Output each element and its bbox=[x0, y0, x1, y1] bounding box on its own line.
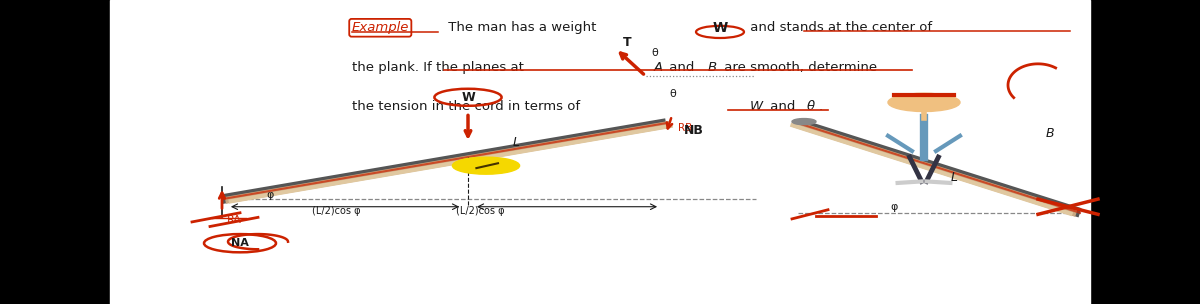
Text: .: . bbox=[818, 100, 822, 113]
Text: (L/2)cos φ: (L/2)cos φ bbox=[312, 206, 360, 216]
Text: W: W bbox=[461, 91, 475, 104]
Text: θ: θ bbox=[670, 89, 677, 99]
Text: B: B bbox=[708, 61, 718, 74]
Text: and: and bbox=[766, 100, 799, 113]
Text: the plank. If the planes at: the plank. If the planes at bbox=[352, 61, 528, 74]
Text: Example: Example bbox=[352, 21, 409, 34]
Text: NB: NB bbox=[684, 124, 704, 137]
Text: RB: RB bbox=[678, 123, 692, 133]
Text: NA: NA bbox=[232, 238, 248, 248]
Text: RA: RA bbox=[227, 216, 241, 225]
Text: The man has a weight: The man has a weight bbox=[444, 21, 596, 34]
Text: φ: φ bbox=[266, 190, 274, 199]
Text: W: W bbox=[713, 21, 727, 35]
Text: L: L bbox=[950, 171, 958, 184]
Text: and: and bbox=[665, 61, 698, 74]
Text: and stands at the center of: and stands at the center of bbox=[746, 21, 932, 34]
Text: θ: θ bbox=[652, 48, 659, 58]
Text: the tension in the cord in terms of: the tension in the cord in terms of bbox=[352, 100, 584, 113]
Text: W: W bbox=[750, 100, 763, 113]
Circle shape bbox=[452, 157, 520, 174]
Circle shape bbox=[792, 119, 816, 125]
Bar bbox=[1090, 0, 1200, 304]
Text: θ: θ bbox=[806, 100, 815, 113]
Text: are smooth, determine: are smooth, determine bbox=[720, 61, 877, 74]
Bar bbox=[110, 0, 1090, 304]
Text: A: A bbox=[654, 61, 664, 74]
Text: L: L bbox=[512, 136, 520, 149]
Circle shape bbox=[888, 93, 960, 112]
Bar bbox=[0, 0, 110, 304]
Text: B: B bbox=[1045, 127, 1055, 140]
Text: φ: φ bbox=[890, 202, 898, 212]
Text: T: T bbox=[623, 36, 632, 49]
Text: (L/2)cos φ: (L/2)cos φ bbox=[456, 206, 504, 216]
